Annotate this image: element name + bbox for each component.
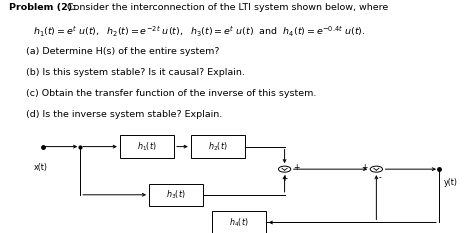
Text: $h_2(t)$: $h_2(t)$ [208, 140, 228, 153]
Text: (a) Determine H(s) of the entire system?: (a) Determine H(s) of the entire system? [26, 47, 219, 56]
Bar [120, 135, 174, 158]
Text: Consider the interconnection of the LTI system shown below, where: Consider the interconnection of the LTI … [64, 3, 388, 13]
Text: (d) Is the inverse system stable? Explain.: (d) Is the inverse system stable? Explai… [26, 110, 222, 119]
Bar [149, 184, 203, 206]
Text: $h_3(t)$: $h_3(t)$ [166, 188, 186, 201]
Text: x(t): x(t) [33, 163, 47, 172]
Text: -: - [379, 174, 382, 183]
Text: Problem (2):: Problem (2): [9, 3, 75, 13]
Text: $h_4(t)$: $h_4(t)$ [229, 216, 248, 229]
Text: (c) Obtain the transfer function of the inverse of this system.: (c) Obtain the transfer function of the … [26, 89, 317, 98]
Text: +: + [282, 174, 288, 183]
Text: y(t): y(t) [444, 178, 458, 188]
Text: +: + [293, 164, 300, 172]
Bar [191, 135, 245, 158]
Bar [211, 211, 266, 233]
Text: +: + [362, 164, 368, 172]
Text: $h_1(t)$: $h_1(t)$ [137, 140, 157, 153]
Text: (b) Is this system stable? Is it causal? Explain.: (b) Is this system stable? Is it causal?… [26, 68, 245, 77]
Text: $h_1(t) = e^t\ u(t),\ \ h_2(t) = e^{-2t}\ u(t),\ \ h_3(t) = e^t\ u(t)$  and  $h_: $h_1(t) = e^t\ u(t),\ \ h_2(t) = e^{-2t}… [33, 24, 366, 39]
